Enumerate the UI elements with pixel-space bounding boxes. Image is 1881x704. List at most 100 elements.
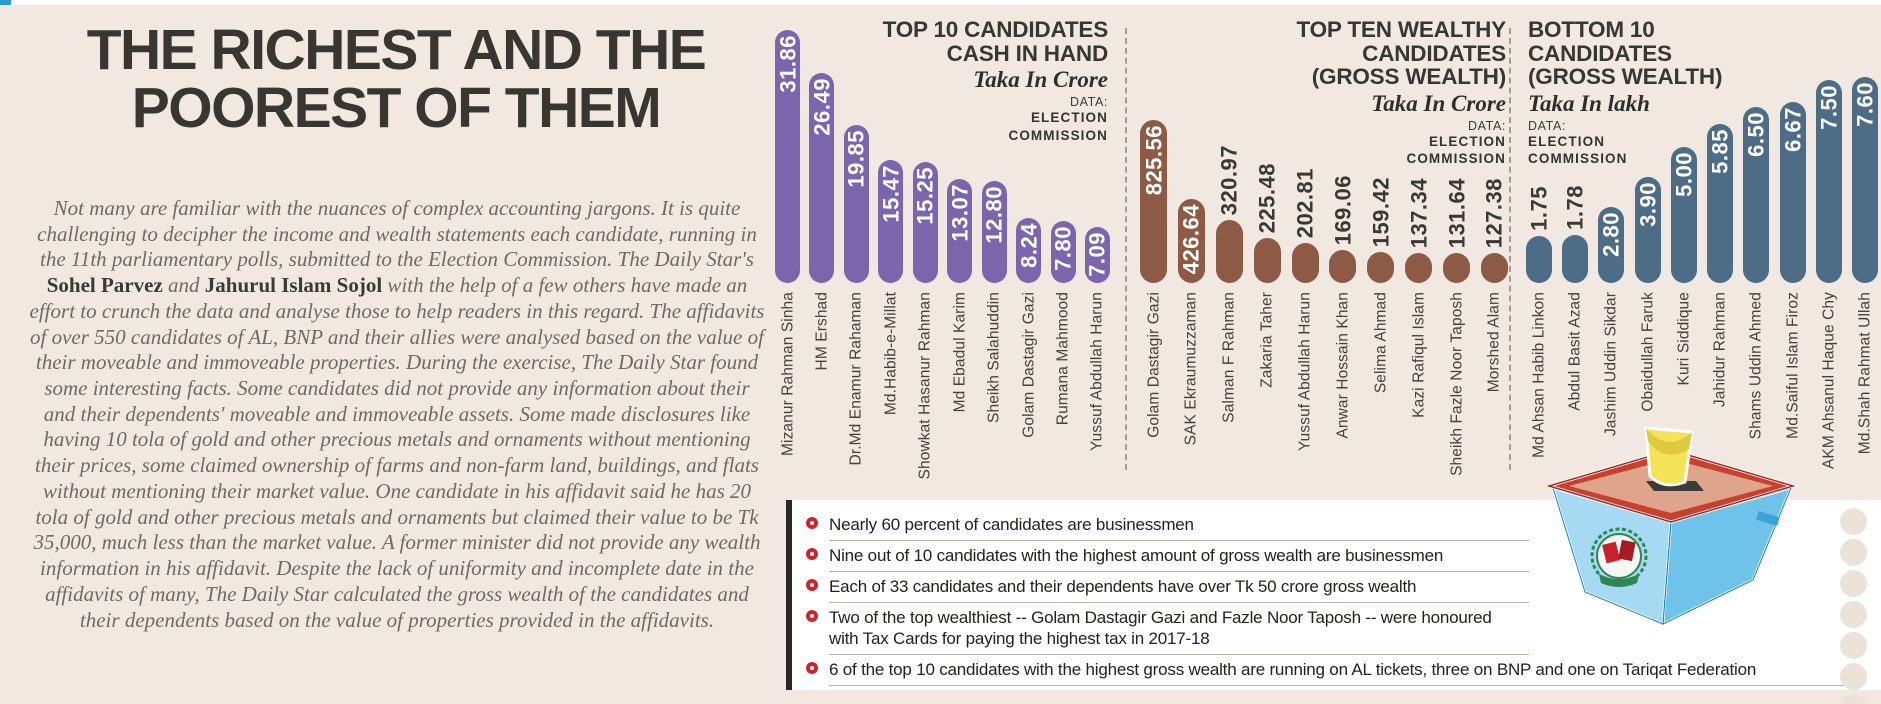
bar xyxy=(1480,253,1508,283)
fact-text: Nearly 60 percent of candidates are busi… xyxy=(829,514,1529,542)
bars-row: 1.75 Md Ahsan Habib Linkon 1.78 Abdul Basit… xyxy=(1526,18,1878,469)
bar-column: 137.34 Kazi Rafiqul Islam xyxy=(1405,18,1433,418)
bar-value-label: 7.60 xyxy=(1852,82,1878,127)
fact-item: Each of 33 candidates and their dependen… xyxy=(806,572,1863,604)
bar-value-label: 15.47 xyxy=(878,165,904,223)
bar-value-label: 159.42 xyxy=(1368,176,1394,247)
fact-text-line: Nine out of 10 candidates with the highe… xyxy=(829,546,1444,566)
fact-text: 6 of the top 10 candidates with the high… xyxy=(829,659,1863,687)
bar-category-label: Jashim Uddin Sikdar xyxy=(1602,292,1620,437)
bar xyxy=(775,30,800,283)
intro-paragraph: Not many are familiar with the nuances o… xyxy=(28,196,766,633)
bar xyxy=(1526,236,1552,283)
bar-value-label: 6.67 xyxy=(1780,107,1806,152)
chart-unit-label: Taka In Crore xyxy=(973,67,1108,93)
bar-value-label: 131.64 xyxy=(1444,177,1469,248)
bar xyxy=(1084,227,1110,283)
edge-notch xyxy=(1840,508,1867,535)
ring-bullet-icon xyxy=(806,579,818,592)
bar-category-label: Sheikh Fazle Noor Taposh xyxy=(1448,292,1465,476)
bar-column: 1.75 Md Ahsan Habib Linkon xyxy=(1526,18,1552,458)
bars-row: 825.56 Golam Dastagir Gazi 426.64 SAK Ekrau… xyxy=(1140,18,1508,476)
bar xyxy=(1329,250,1357,283)
bar-column: 825.56 Golam Dastagir Gazi xyxy=(1140,18,1167,438)
bar-category-label: Zakaria Taher xyxy=(1258,292,1276,388)
bar xyxy=(878,160,904,283)
bar-column: 7.80 Rumana Mahmood xyxy=(1050,18,1076,425)
byline-name: Sohel Parvez xyxy=(46,273,163,298)
bar-value-label: 7.80 xyxy=(1050,226,1076,271)
chart-title: TOP TEN WEALTHY CANDIDATES (GROSS WEALTH) xyxy=(1172,18,1506,89)
bar-value-label: 6.50 xyxy=(1743,112,1769,157)
bar-column: 127.38 Morshed Alam xyxy=(1480,18,1508,392)
bar xyxy=(1851,77,1878,283)
chart-source-line: COMMISSION xyxy=(1406,151,1506,167)
fact-text-line: Each of 33 candidates and their dependen… xyxy=(829,577,1417,597)
bar-category-label: Md.Shah Rahmat Ullah xyxy=(1856,292,1874,455)
bar-column: 8.24 Golam Dastagir Gazi xyxy=(1016,18,1042,438)
bar xyxy=(1177,199,1205,283)
chart-source-line: COMMISSION xyxy=(1008,127,1108,143)
ring-bullet-icon xyxy=(806,517,818,529)
bar-value-label: 15.25 xyxy=(912,167,938,225)
bar-value-label: 12.80 xyxy=(981,186,1007,244)
bar-category-label: Jahidur Rahman xyxy=(1711,292,1729,408)
chart-divider-2 xyxy=(1509,28,1511,470)
bar-category-label: Dr.Md Enamur Rahaman xyxy=(847,292,865,466)
bar xyxy=(1253,238,1281,283)
chart-header: BOTTOM 10 CANDIDATES (GROSS WEALTH) Taka I… xyxy=(1528,18,1790,168)
bar xyxy=(843,125,869,283)
bar xyxy=(1050,221,1076,283)
chart-header: TOP 10 CANDIDATES CASH IN HAND Taka In Cro… xyxy=(866,17,1109,144)
chart-title-line: TOP 10 CANDIDATES xyxy=(882,17,1109,42)
edge-notch xyxy=(1840,570,1867,597)
chart-divider-1 xyxy=(1125,28,1127,470)
bar-column: 13.07 Md Ebadul Karim xyxy=(947,18,973,412)
ring-bullet-icon xyxy=(806,548,818,561)
bar-category-label: Anwar Hossain Khan xyxy=(1334,292,1352,439)
bar-value-label: 320.97 xyxy=(1216,144,1242,215)
bar-category-label: Shams Uddin Ahmed xyxy=(1747,292,1765,440)
chart-source-label: DATA: xyxy=(1070,95,1108,110)
bar-category-label: Md.Habib-e-Millat xyxy=(882,292,900,416)
bar-column: 6.67 Md.Saiful Islam Firoz xyxy=(1779,18,1806,439)
bar-column: 15.25 Showkat Hasanur Rahman xyxy=(912,18,938,479)
ring-bullet-icon xyxy=(806,662,818,675)
bar xyxy=(981,181,1007,283)
bar-column: 7.09 Yussuf Abdullah Harun xyxy=(1084,18,1110,451)
fact-item: Nearly 60 percent of candidates are busi… xyxy=(806,510,1863,542)
chart-title-line: BOTTOM 10 CANDIDATES xyxy=(1528,17,1672,66)
bar-category-label: Yussuf Abdullah Harun xyxy=(1088,292,1106,451)
bar xyxy=(1291,243,1319,283)
bar-value-label: 1.75 xyxy=(1526,186,1552,231)
page-title: THE RICHEST AND THE POOREST OF THEM xyxy=(25,21,767,137)
bar-column: 426.64 SAK Ekraumuzzaman xyxy=(1177,18,1205,445)
bar xyxy=(1016,218,1042,283)
bar-category-label: Abdul Basit Azad xyxy=(1566,292,1584,411)
bar-category-label: Md.Saiful Islam Firoz xyxy=(1784,292,1802,439)
bar-category-label: AKM Ahsanul Haque Chy xyxy=(1820,292,1838,470)
bar xyxy=(1215,220,1243,283)
intro-text-segment: with the help of a few others have made … xyxy=(29,273,765,632)
bar-category-label: Morshed Alam xyxy=(1485,292,1503,393)
bar-column: 19.85 Dr.Md Enamur Rahaman xyxy=(843,18,869,465)
bar-value-label: 26.49 xyxy=(809,78,835,136)
bar xyxy=(1367,252,1395,283)
intro-text-segment: and xyxy=(162,273,205,298)
chart-title-line: (GROSS WEALTH) xyxy=(1528,64,1723,90)
bar-value-label: 202.81 xyxy=(1292,167,1318,238)
bar xyxy=(1707,124,1734,283)
ballot-box-latch xyxy=(1756,510,1780,526)
fact-text: Two of the top wealthiest -- Golam Dasta… xyxy=(829,607,1529,656)
intro-text-segment: Not many are familiar with the nuances o… xyxy=(37,196,757,272)
bar-value-label: 5.00 xyxy=(1671,152,1697,197)
bar xyxy=(1634,177,1661,283)
bar-column: 320.97 Salman F Rahman xyxy=(1215,18,1243,423)
bar xyxy=(1815,80,1842,283)
top-strip-blue-mark xyxy=(0,0,11,5)
bar-category-label: Golam Dastagir Gazi xyxy=(1145,292,1162,438)
fact-text-line: Two of the top wealthiest -- Golam Dasta… xyxy=(829,608,1492,628)
bar-value-label: 137.34 xyxy=(1406,177,1432,248)
bar-value-label: 1.78 xyxy=(1562,185,1588,230)
